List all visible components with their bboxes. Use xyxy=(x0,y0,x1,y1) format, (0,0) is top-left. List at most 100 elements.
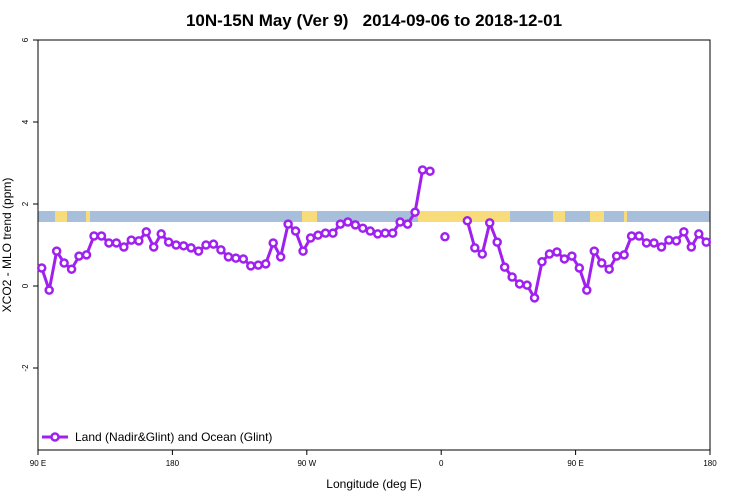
data-point xyxy=(223,252,234,262)
data-point xyxy=(171,240,181,250)
y-tick-label: -2 xyxy=(21,364,30,372)
y-tick-label: 0 xyxy=(21,283,30,288)
data-point xyxy=(141,227,152,237)
data-point xyxy=(260,259,271,269)
data-point xyxy=(246,261,256,271)
data-point xyxy=(679,227,689,237)
data-point xyxy=(395,217,405,227)
data-point xyxy=(574,263,585,273)
data-point xyxy=(641,238,652,248)
data-point xyxy=(701,237,712,247)
data-point xyxy=(514,279,525,289)
data-point xyxy=(410,207,420,217)
data-point xyxy=(104,238,114,248)
data-point xyxy=(529,293,540,303)
data-point xyxy=(59,258,69,268)
y-tick-label: 2 xyxy=(21,201,30,206)
data-point xyxy=(372,229,383,239)
data-point xyxy=(163,237,174,247)
data-point xyxy=(290,226,301,236)
data-point xyxy=(275,252,286,262)
data-point xyxy=(477,249,488,259)
data-point xyxy=(305,233,316,243)
x-tick-label: 90 E xyxy=(567,459,583,468)
data-point xyxy=(119,242,129,252)
data-point xyxy=(44,285,54,295)
data-point xyxy=(238,254,249,264)
legend: Land (Nadir&Glint) and Ocean (Glint) xyxy=(42,430,272,444)
data-point xyxy=(492,237,502,247)
legend-label: Land (Nadir&Glint) and Ocean (Glint) xyxy=(75,430,272,444)
data-point xyxy=(66,264,77,274)
data-point xyxy=(298,246,308,256)
data-point xyxy=(81,250,92,260)
data-point xyxy=(343,217,353,227)
data-point xyxy=(156,229,166,239)
data-point xyxy=(596,258,607,268)
data-point xyxy=(231,253,241,263)
data-point xyxy=(425,166,435,176)
data-point xyxy=(148,242,159,252)
data-point xyxy=(253,260,264,270)
data-point xyxy=(201,240,211,250)
data-point xyxy=(634,231,644,241)
data-point xyxy=(134,236,144,246)
data-point xyxy=(440,232,450,242)
data-point xyxy=(544,249,555,259)
data-point xyxy=(358,223,368,233)
x-tick-label: 0 xyxy=(439,459,444,468)
data-point xyxy=(589,246,600,256)
data-point xyxy=(686,242,697,252)
x-tick-label: 90 E xyxy=(30,459,46,468)
surface-band xyxy=(38,211,710,222)
data-point xyxy=(193,246,204,256)
data-point xyxy=(649,238,659,248)
data-point xyxy=(559,254,570,264)
chart-title: 10N-15N May (Ver 9) 2014-09-06 to 2018-1… xyxy=(186,11,562,30)
data-point xyxy=(126,235,137,245)
data-point xyxy=(268,238,278,248)
data-point xyxy=(664,235,674,245)
data-point xyxy=(96,231,107,241)
data-point xyxy=(51,246,62,256)
legend-marker xyxy=(50,432,60,442)
y-tick-label: 6 xyxy=(21,37,30,42)
x-axis-label: Longitude (deg E) xyxy=(326,477,421,491)
y-tick-label: 4 xyxy=(21,119,30,124)
data-point xyxy=(387,228,398,238)
x-tick-label: 90 W xyxy=(297,459,316,468)
data-point xyxy=(537,257,547,267)
data-point xyxy=(335,219,346,229)
data-point xyxy=(111,238,122,248)
data-point xyxy=(186,243,196,253)
x-tick-label: 180 xyxy=(166,459,180,468)
data-point xyxy=(365,226,376,236)
data-point xyxy=(604,264,614,274)
data-point xyxy=(611,251,622,261)
data-point xyxy=(671,236,682,246)
data-point xyxy=(567,251,577,261)
data-point xyxy=(36,263,47,273)
data-point xyxy=(462,216,473,226)
data-point xyxy=(328,228,338,238)
data-point xyxy=(216,245,226,255)
data-point xyxy=(313,230,323,240)
data-point xyxy=(74,251,84,261)
data-point xyxy=(350,220,361,230)
data-point xyxy=(626,231,637,241)
data-point xyxy=(178,241,189,251)
data-point xyxy=(582,285,592,295)
data-point xyxy=(402,219,413,229)
data-point xyxy=(656,242,667,252)
y-axis-label: XCO2 - MLO trend (ppm) xyxy=(0,178,14,313)
data-point xyxy=(380,228,390,238)
data-point xyxy=(694,229,704,239)
data-point xyxy=(320,228,331,238)
data-point xyxy=(417,165,428,175)
data-point xyxy=(552,247,562,257)
data-point xyxy=(208,239,219,249)
x-tick-label: 180 xyxy=(703,459,717,468)
data-point xyxy=(499,262,510,272)
